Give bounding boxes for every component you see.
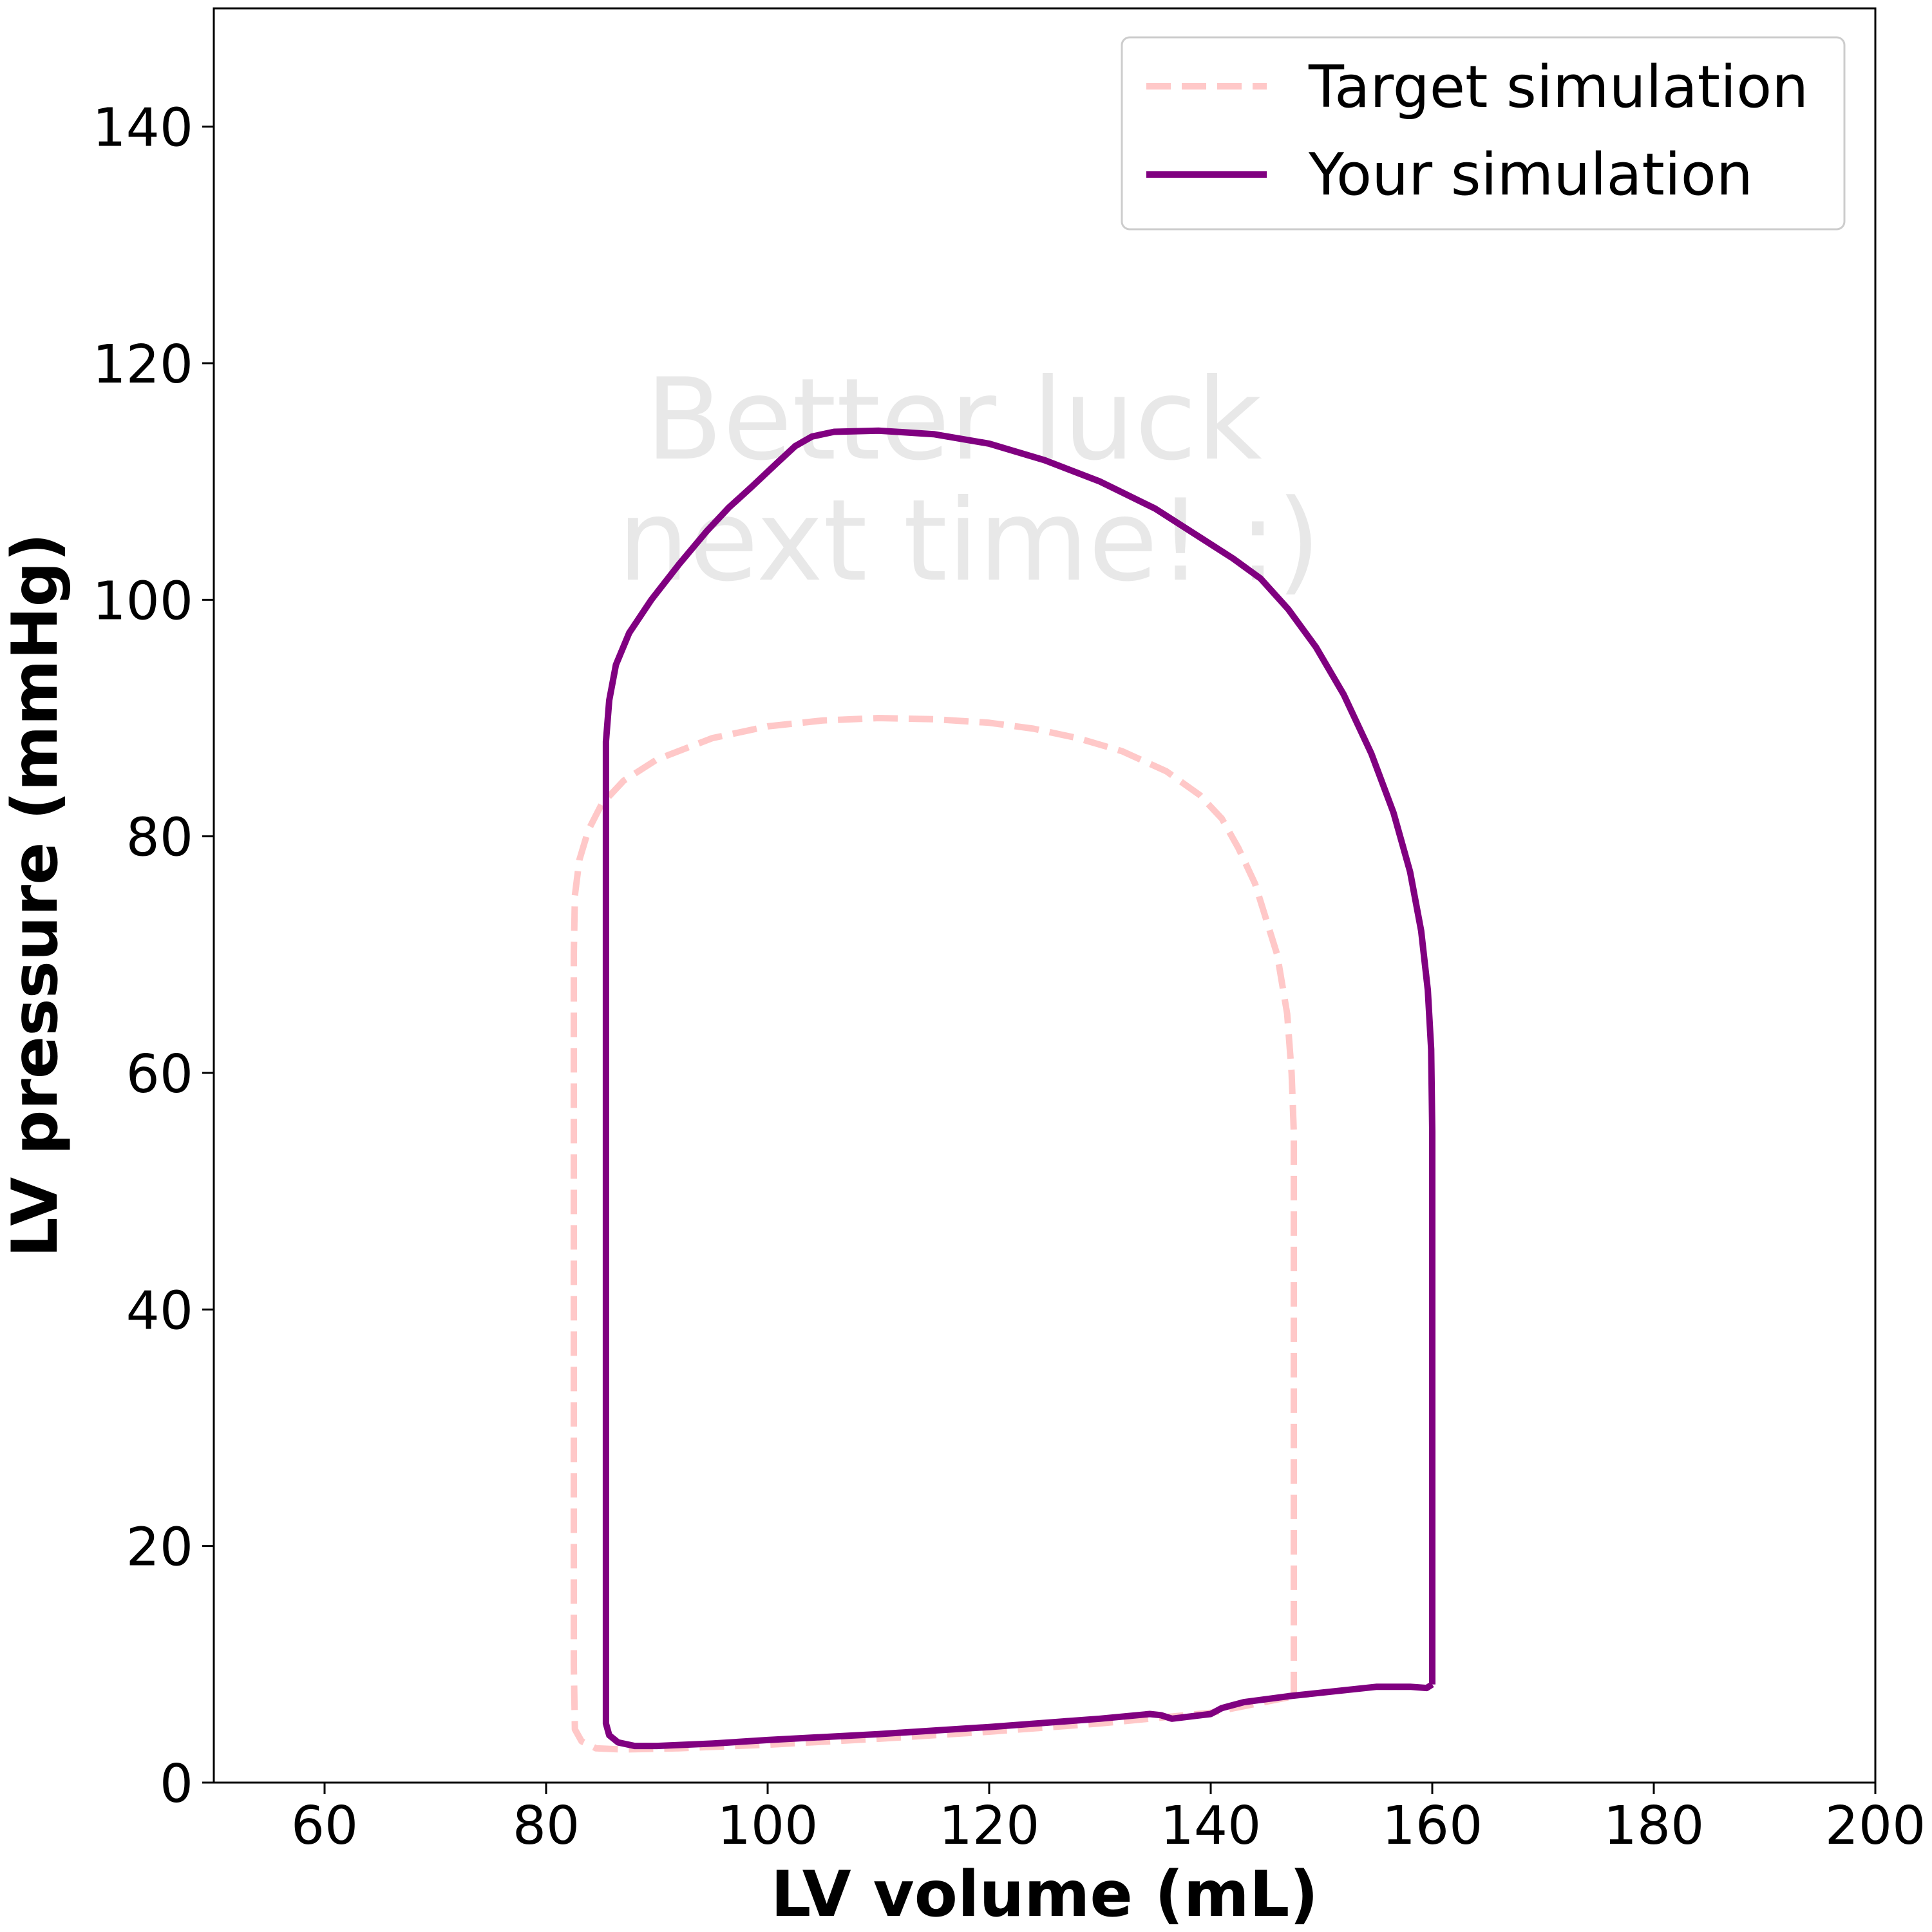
y-tick-label: 120	[92, 334, 193, 395]
x-tick-label: 100	[717, 1795, 819, 1857]
legend-label-yours: Your simulation	[1308, 141, 1753, 209]
y-tick-label: 100	[92, 571, 193, 632]
watermark: Better luck next time! :)	[618, 355, 1321, 607]
y-tick-label: 60	[126, 1044, 193, 1105]
series-line-target	[571, 715, 1297, 1753]
y-axis-title: LV pressure (mmHg)	[0, 533, 72, 1257]
x-tick-label: 120	[939, 1795, 1040, 1857]
x-tick-label: 80	[513, 1795, 580, 1857]
x-axis-ticks: 60 80 100 120 140 160 180 200	[291, 1783, 1926, 1857]
x-tick-label: 200	[1825, 1795, 1926, 1857]
x-tick-label: 160	[1382, 1795, 1483, 1857]
x-tick-label: 180	[1604, 1795, 1705, 1857]
legend-label-target: Target simulation	[1308, 53, 1808, 121]
plot-frame	[213, 7, 1877, 1784]
x-tick-label: 60	[291, 1795, 358, 1857]
y-tick-label: 0	[160, 1754, 193, 1815]
y-axis-ticks: 0 20 40 60 80 100 120 140	[92, 98, 214, 1815]
series-layer	[571, 427, 1435, 1753]
y-tick-label: 40	[126, 1280, 193, 1341]
legend-box	[1121, 36, 1846, 231]
y-tick-label: 140	[92, 98, 193, 159]
watermark-line-1: Better luck	[645, 355, 1262, 486]
y-tick-label: 20	[126, 1517, 193, 1578]
x-axis-title: LV volume (mL)	[771, 1858, 1318, 1931]
series-line-yours	[602, 427, 1435, 1750]
y-tick-label: 80	[126, 808, 193, 869]
legend: Target simulation Your simulation	[1121, 36, 1846, 231]
watermark-line-2: next time! :)	[618, 476, 1321, 607]
x-tick-label: 140	[1160, 1795, 1262, 1857]
